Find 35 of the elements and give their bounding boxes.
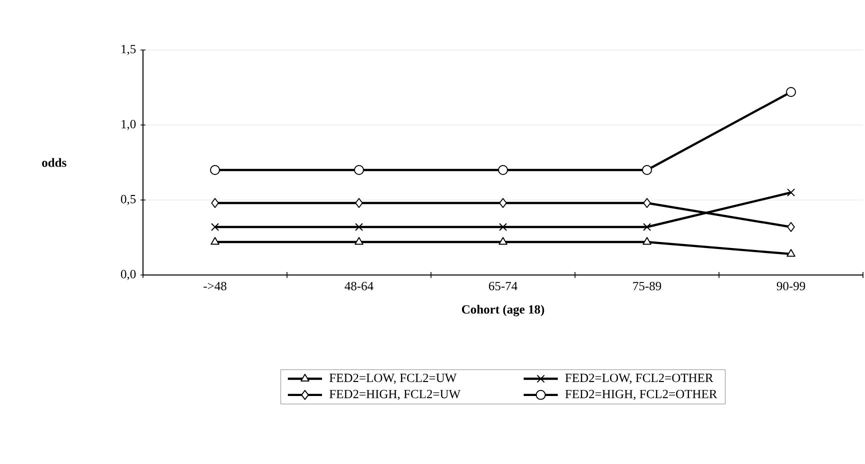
point — [354, 237, 364, 245]
x-tick-label: 90-99 — [776, 282, 806, 290]
point — [786, 188, 796, 197]
point — [211, 198, 219, 208]
point — [498, 237, 508, 245]
x-tick-label: 65-74 — [488, 282, 518, 290]
point — [498, 222, 508, 232]
y-tick-label: 0,0 — [120, 270, 136, 280]
point — [210, 165, 220, 175]
x-tick-label: ->48 — [204, 282, 226, 290]
point — [210, 222, 220, 232]
point — [642, 222, 652, 232]
point — [354, 165, 364, 175]
point — [642, 237, 652, 245]
point — [210, 237, 220, 245]
point — [786, 87, 796, 97]
legend-label: FED2=HIGH, FCL2=UW — [329, 390, 461, 400]
y-axis-title: odds — [42, 158, 66, 167]
x-tick-label: 48-64 — [344, 282, 374, 290]
legend-label: FED2=LOW, FCL2=UW — [329, 374, 457, 384]
y-tick-label: 1,5 — [122, 44, 136, 56]
point — [498, 165, 508, 175]
legend-label: FED2=HIGH, FCL2=OTHER — [565, 390, 718, 400]
point — [355, 198, 363, 208]
point — [499, 198, 507, 208]
point — [354, 222, 364, 232]
y-tick-label: 1,0 — [122, 120, 136, 130]
x-axis-title: Cohort (age 18) — [462, 304, 544, 316]
point — [642, 165, 652, 175]
x-tick-label: 75-89 — [633, 282, 662, 290]
point — [787, 222, 795, 232]
point — [786, 249, 796, 257]
legend-label: FED2=LOW, FCL2=OTHER — [565, 374, 714, 384]
point — [643, 198, 651, 208]
y-tick-label: 0,5 — [120, 194, 136, 206]
